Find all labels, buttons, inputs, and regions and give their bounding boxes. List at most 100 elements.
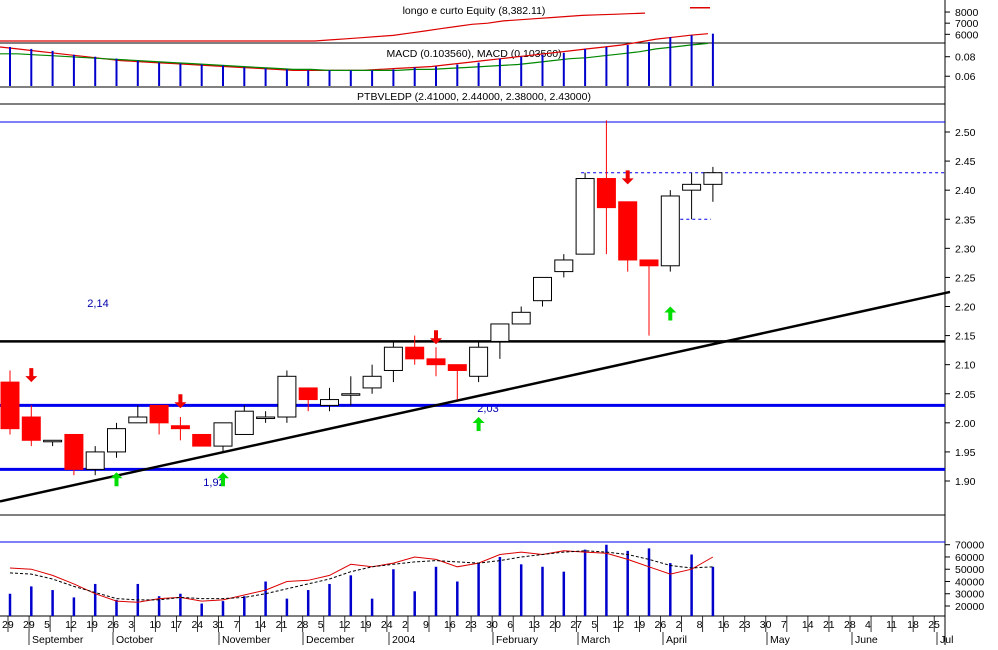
candle-body xyxy=(383,346,403,371)
volume-tick-label: 60000 xyxy=(955,552,984,564)
volume-tick-label: 40000 xyxy=(955,576,984,588)
month-label: September xyxy=(32,634,84,645)
month-label: June xyxy=(855,634,878,645)
candle-body xyxy=(256,416,276,420)
buy-arrow-icon xyxy=(217,472,229,487)
buy-arrow-icon xyxy=(110,472,123,487)
x-tick-label: 20 xyxy=(549,619,561,631)
candle-body xyxy=(639,259,659,267)
month-label: December xyxy=(306,634,355,645)
x-tick-label: 9 xyxy=(423,619,429,631)
x-tick-label: 10 xyxy=(149,619,161,631)
x-tick-label: 29 xyxy=(2,619,14,631)
x-tick-label: 7 xyxy=(781,619,787,631)
x-tick-label: 31 xyxy=(213,619,225,631)
candle-body xyxy=(575,178,595,255)
candle-body xyxy=(85,451,105,470)
price-tick-label: 2.05 xyxy=(955,389,976,401)
candle-body xyxy=(682,183,702,191)
candle-body xyxy=(447,364,467,371)
chart-marks: 2.50 2.45 2.40 2.35 2.30 2.25 2.20 2.15 2.10 2.05… xyxy=(0,7,984,646)
x-tick-label: 2 xyxy=(402,619,408,631)
x-tick-label: 4 xyxy=(865,619,871,631)
x-tick-label: 16 xyxy=(444,619,456,631)
x-tick-label: 30 xyxy=(486,619,498,631)
price-tick-label: 1.90 xyxy=(955,476,976,488)
x-tick-label: 12 xyxy=(612,619,624,631)
price-tick-label: 2.40 xyxy=(955,185,976,197)
x-tick-label: 6 xyxy=(507,619,513,631)
x-tick-label: 12 xyxy=(339,619,351,631)
candle-body xyxy=(341,393,361,396)
macd-signal-line xyxy=(0,42,709,71)
volume-tick-label: 50000 xyxy=(955,564,984,576)
equity-tick-label: 7000 xyxy=(955,18,979,30)
candle-body xyxy=(533,276,552,302)
candle-body xyxy=(596,178,616,209)
macd-tick-label: 0.06 xyxy=(955,71,976,83)
candle-body xyxy=(362,375,382,389)
price-title: PTBVLEDP (2.41000, 2.44000, 2.38000, 2.4… xyxy=(357,91,591,103)
price-tick-label: 2.25 xyxy=(955,272,976,284)
x-tick-label: 5 xyxy=(591,619,597,631)
candle-body xyxy=(43,439,63,443)
month-label: October xyxy=(116,634,154,645)
support-label-192: 1,92 xyxy=(203,477,224,489)
candle-body xyxy=(0,381,20,430)
x-tick-label: 18 xyxy=(907,619,919,631)
candle-body xyxy=(149,404,169,424)
month-label: February xyxy=(496,634,539,645)
x-tick-label: 14 xyxy=(802,619,814,631)
x-tick-label: 26 xyxy=(655,619,667,631)
volume-tick-label: 70000 xyxy=(955,540,984,552)
candle-body xyxy=(660,195,680,267)
candle-body xyxy=(21,416,41,441)
x-tick-label: 7 xyxy=(234,619,240,631)
candle-body xyxy=(511,311,531,325)
x-tick-label: 27 xyxy=(570,619,582,631)
x-tick-label: 19 xyxy=(360,619,372,631)
candle-body xyxy=(107,428,126,453)
candle-body xyxy=(170,425,190,430)
price-tick-label: 2.00 xyxy=(955,418,976,430)
candle-body xyxy=(405,346,425,360)
price-tick-label: 2.50 xyxy=(955,127,976,139)
candle-body xyxy=(277,375,297,418)
equity-tick-label: 8000 xyxy=(955,7,979,19)
candle-body xyxy=(234,410,254,435)
equity-tick-label: 6000 xyxy=(955,29,979,41)
price-tick-label: 2.20 xyxy=(955,302,976,314)
x-tick-label: 19 xyxy=(86,619,98,631)
price-tick-label: 1.95 xyxy=(955,447,976,459)
x-tick-label: 3 xyxy=(128,619,134,631)
month-label: November xyxy=(222,634,271,645)
x-tick-label: 23 xyxy=(739,619,751,631)
equity-title: longo e curto Equity (8,382.11) xyxy=(403,5,546,17)
macd-tick-label: 0.08 xyxy=(955,52,976,64)
month-label: March xyxy=(581,634,610,645)
volume-tick-label: 20000 xyxy=(955,601,984,613)
candle-body xyxy=(64,433,84,470)
x-tick-label: 12 xyxy=(65,619,77,631)
x-tick-label: 23 xyxy=(465,619,477,631)
candle-body xyxy=(213,422,233,447)
price-tick-label: 2.45 xyxy=(955,156,976,168)
sell-arrow-icon xyxy=(174,394,187,409)
sell-arrow-icon xyxy=(25,368,38,383)
x-tick-label: 28 xyxy=(297,619,309,631)
candle-body xyxy=(320,399,339,406)
month-label: April xyxy=(666,634,687,645)
month-label: Jul xyxy=(940,634,953,645)
candle-body xyxy=(128,416,148,424)
trend-line xyxy=(0,290,951,503)
month-label: 2004 xyxy=(392,634,416,645)
sell-arrow-icon xyxy=(621,170,634,185)
candle-body xyxy=(426,358,446,366)
candle-body xyxy=(703,172,723,185)
candle-body xyxy=(469,346,489,377)
x-tick-label: 5 xyxy=(318,619,324,631)
x-tick-label: 30 xyxy=(760,619,772,631)
x-tick-label: 16 xyxy=(718,619,730,631)
